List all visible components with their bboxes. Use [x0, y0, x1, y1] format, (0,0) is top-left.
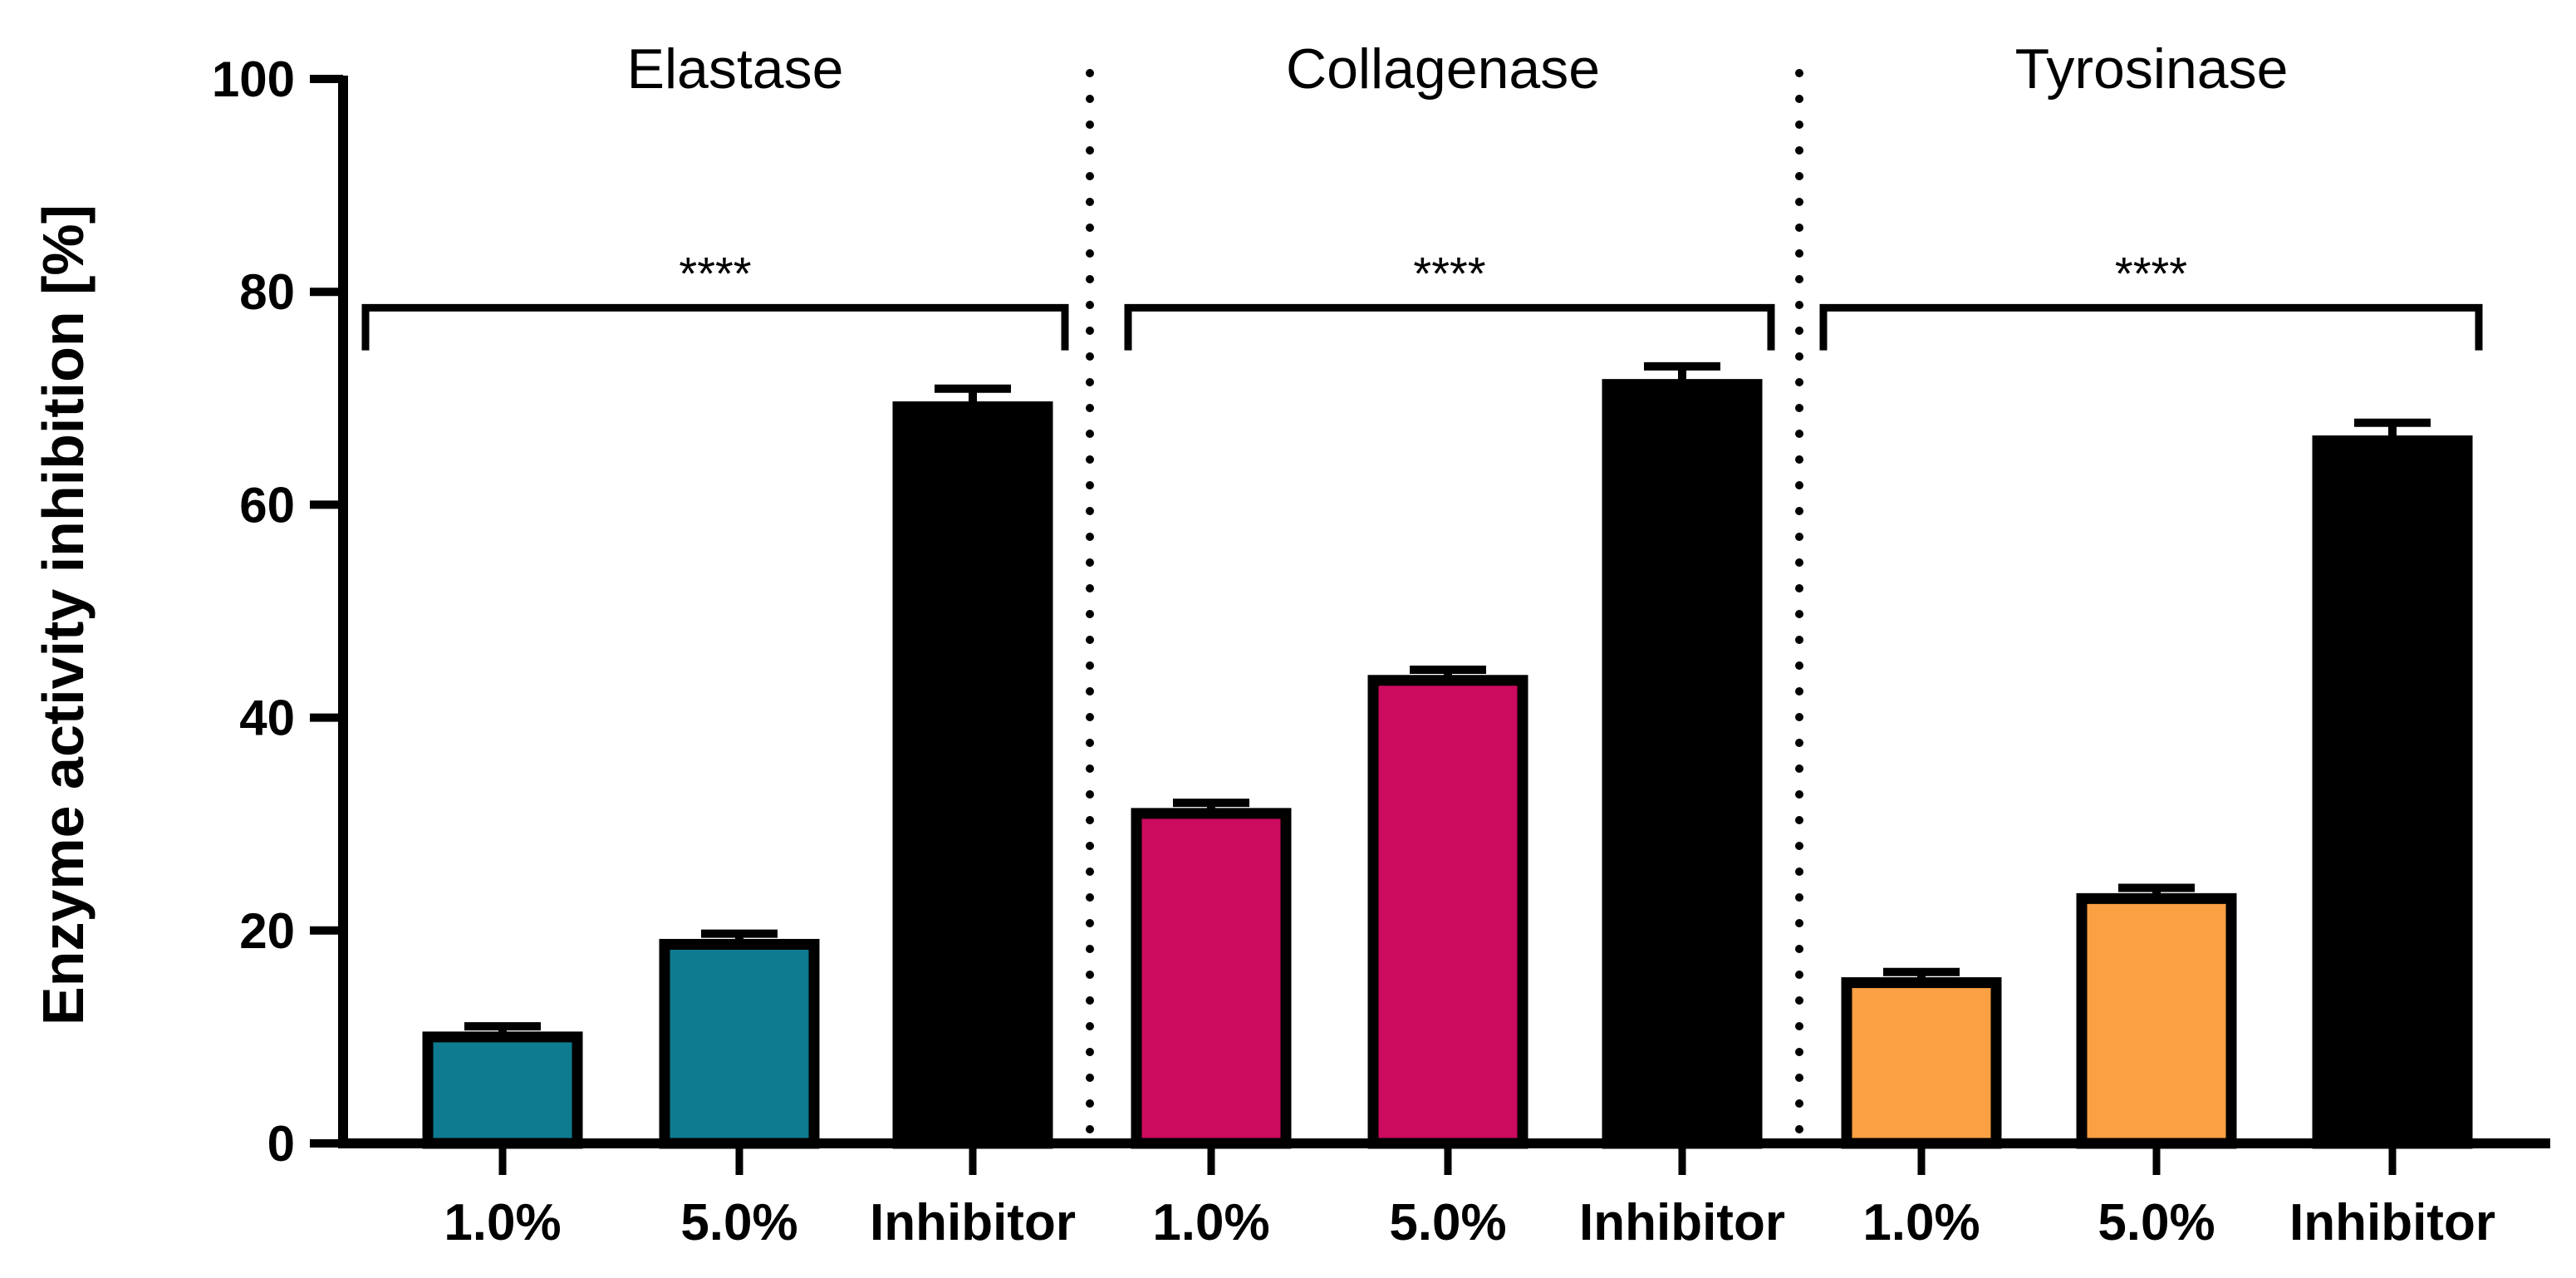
- bar-collagenase-inhibitor: [1602, 379, 1763, 1149]
- bar-elastase-1-0: [422, 1031, 583, 1149]
- bar-tyrosinase-5-0: [2076, 892, 2237, 1149]
- x-tick-label-tyrosinase-1-0: 1.0%: [1862, 1194, 1980, 1251]
- x-tick-label-elastase-5-0: 5.0%: [680, 1194, 797, 1251]
- x-tick-label-elastase-1-0: 1.0%: [444, 1194, 561, 1251]
- y-tick-label-80: 80: [239, 264, 295, 320]
- labels-layer: 1.0% 5.0% Inhibitor Elastase **** 1.0% 5.0% Inh…: [212, 37, 2495, 1251]
- bar-tyrosinase-inhibitor: [2312, 435, 2473, 1149]
- bar-elastase-inhibitor: [892, 401, 1053, 1149]
- x-tick-label-elastase-inhibitor: Inhibitor: [870, 1194, 1076, 1251]
- bar-elastase-5-0: [659, 938, 820, 1149]
- axes-layer: [310, 75, 2550, 1175]
- group-title-elastase: Elastase: [627, 37, 844, 101]
- y-tick-label-40: 40: [239, 691, 295, 746]
- x-tick-label-tyrosinase-5-0: 5.0%: [2098, 1194, 2215, 1251]
- bar-tyrosinase-1-0: [1841, 977, 2002, 1149]
- significance-label-elastase: ****: [679, 247, 751, 299]
- significance-bracket-elastase: [361, 303, 1069, 351]
- separators-layer: [1086, 69, 1803, 1148]
- y-tick-label-100: 100: [212, 52, 295, 107]
- significance-bracket-tyrosinase: [1819, 303, 2483, 351]
- group-title-collagenase: Collagenase: [1286, 37, 1600, 101]
- x-tick-label-collagenase-inhibitor: Inhibitor: [1579, 1194, 1785, 1251]
- x-tick-label-tyrosinase-inhibitor: Inhibitor: [2289, 1194, 2495, 1251]
- significance-label-tyrosinase: ****: [2115, 247, 2187, 299]
- x-tick-label-collagenase-5-0: 5.0%: [1389, 1194, 1506, 1251]
- bars-layer: [361, 303, 2483, 1149]
- significance-bracket-collagenase: [1124, 303, 1775, 351]
- bar-collagenase-5-0: [1367, 675, 1528, 1149]
- y-axis-title: Enzyme activity inhibition [%]: [31, 204, 96, 1025]
- y-tick-label-60: 60: [239, 477, 295, 533]
- y-tick-label-0: 0: [267, 1116, 295, 1172]
- significance-label-collagenase: ****: [1413, 247, 1485, 299]
- group-title-tyrosinase: Tyrosinase: [2015, 37, 2289, 101]
- y-tick-label-20: 20: [239, 903, 295, 959]
- bar-collagenase-1-0: [1131, 808, 1292, 1149]
- x-tick-label-collagenase-1-0: 1.0%: [1152, 1194, 1269, 1251]
